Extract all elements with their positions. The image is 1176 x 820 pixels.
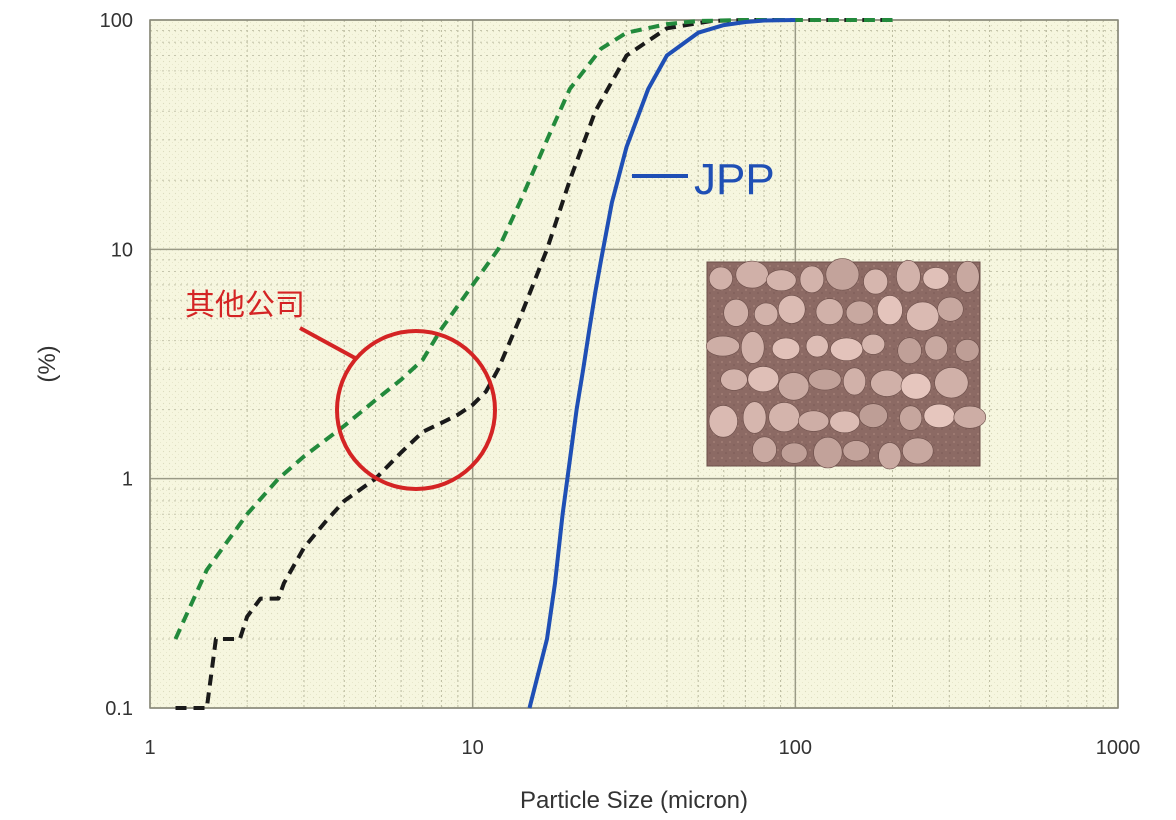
micrograph-particle [924,335,948,361]
other-company-callout: 其他公司 [185,288,497,491]
micrograph-particle [934,367,969,399]
micrograph-particles [705,258,987,470]
micrograph-particle [778,372,810,401]
micrograph-particle [780,442,808,464]
micrograph-particle [863,268,889,295]
micrograph-particle [720,368,748,391]
micrograph-particle [897,337,922,365]
micrograph-particle [708,405,738,438]
particle-micrograph-inset [705,258,987,470]
series-line-jpp [527,18,796,709]
x-tick-label: 1 [144,737,155,759]
x-axis-title: Particle Size (micron) [520,787,748,814]
x-tick-label: 10 [462,737,484,759]
micrograph-particle [825,258,860,291]
other-company-leader-line [299,326,356,360]
series-line-other-company-green [173,18,893,640]
micrograph-particle [708,266,733,291]
micrograph-particle [878,442,902,470]
micrograph-particle [899,405,923,431]
series-line-other-company-black [175,18,893,710]
jpp-callout: JPP [632,155,775,204]
micrograph-particle [771,337,801,360]
micrograph-particle [900,372,932,400]
micrograph-particle [768,402,801,433]
micrograph-particle [808,368,842,391]
plot-frame [149,19,1119,709]
micrograph-particle [858,403,888,428]
micrograph-particle [922,267,950,290]
micrograph-particle [845,300,874,325]
micrograph-particle [813,436,843,469]
micrograph-particle [842,440,870,462]
y-tick-label: 1 [122,469,133,491]
micrograph-particle [830,337,864,361]
y-axis-ticks: 0.1 1 10 100 [100,10,133,720]
micrograph-particle [705,335,740,357]
micrograph-particle [955,338,980,362]
highlight-circle [335,329,497,491]
micrograph-particle [870,369,904,397]
micrograph-particle [955,260,980,293]
micrograph-particle [937,296,964,322]
y-tick-label: 100 [100,10,133,32]
micrograph-particle [747,366,780,393]
micrograph-particle [797,410,830,432]
x-axis-ticks: 1 10 100 1000 [144,737,1140,759]
micrograph-particle [723,298,749,327]
micrograph-particle [902,437,934,465]
micrograph-particle [753,302,779,326]
micrograph-particle [842,367,866,396]
y-axis-title: (%) [34,345,61,382]
other-company-label: 其他公司 [185,288,305,323]
micrograph-particle [805,334,829,358]
micrograph-particle [799,265,825,294]
y-tick-label: 10 [111,239,133,261]
micrograph-particle [861,333,886,355]
micrograph-particle [735,260,769,289]
micrograph-particle [877,295,903,326]
micrograph-particle [829,410,861,434]
micrograph-particle [766,269,797,292]
micrograph-particle [906,301,940,332]
x-tick-label: 100 [779,737,812,759]
y-tick-label: 0.1 [105,698,133,720]
micrograph-particle [740,331,765,364]
x-tick-label: 1000 [1096,737,1141,759]
series-layer [173,18,893,710]
micrograph-particle [752,436,777,463]
micrograph-particle [923,403,955,429]
jpp-label: JPP [694,155,775,204]
micrograph-particle [777,294,806,324]
micrograph-particle [742,401,767,434]
micrograph-particle [953,405,987,429]
micrograph-particle [815,298,844,325]
micrograph-particle [896,260,921,293]
